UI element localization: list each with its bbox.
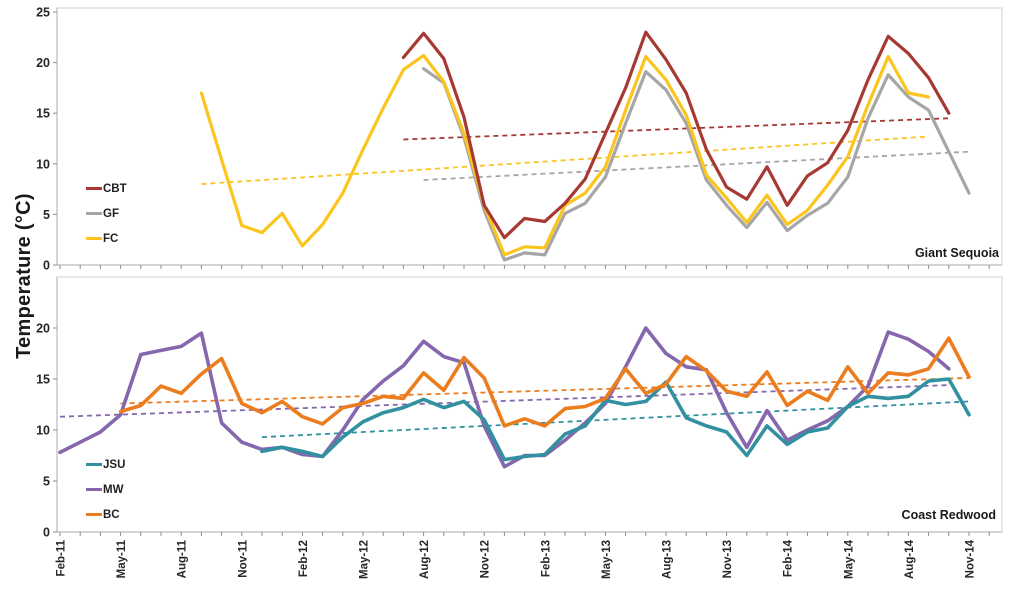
y-tick-label: 0 xyxy=(43,259,50,273)
legend-label-gf: GF xyxy=(103,207,119,220)
jsu-line-swatch xyxy=(86,463,102,466)
trendline-gf xyxy=(423,150,970,181)
x-tick-label: May-13 xyxy=(601,540,613,579)
bc-line-swatch xyxy=(86,513,102,516)
legend-label-cbt: CBT xyxy=(103,182,127,195)
legend-item-gf: GF xyxy=(86,201,127,226)
y-tick-label: 5 xyxy=(43,475,50,489)
legend-label-bc: BC xyxy=(103,508,120,521)
trendline-mw xyxy=(59,384,949,418)
series-line-fc xyxy=(199,53,931,257)
y-axis-title: Temperature (°C) xyxy=(13,193,35,359)
x-tick-label: Aug-13 xyxy=(662,540,674,579)
trendline-fc xyxy=(201,135,929,185)
legend-item-mw: MW xyxy=(86,477,125,502)
x-tick-label: Feb-12 xyxy=(298,540,310,577)
y-tick-label: 10 xyxy=(36,157,50,171)
y-tick-label: 15 xyxy=(36,107,50,121)
x-tick-label: Nov-14 xyxy=(965,539,977,578)
series-line-mw xyxy=(58,326,951,469)
series-line-jsu xyxy=(260,377,971,462)
y-tick-label: 20 xyxy=(36,322,50,336)
panel-border-1 xyxy=(56,276,1003,533)
x-tick-label: Nov-11 xyxy=(237,539,249,577)
x-tick-label: May-11 xyxy=(116,539,128,578)
y-tick-label: 15 xyxy=(36,373,50,387)
trendline-bc xyxy=(120,377,970,405)
x-tick-label: Nov-13 xyxy=(722,540,734,578)
trendline-jsu xyxy=(261,400,970,439)
panel-label-coast-redwood: Coast Redwood xyxy=(901,508,996,522)
legend-giant-sequoia: CBT GF FC xyxy=(86,176,127,251)
legend-label-jsu: JSU xyxy=(103,458,126,471)
x-tick-label: May-14 xyxy=(843,539,855,579)
x-tick-label: Feb-11 xyxy=(56,539,68,576)
legend-item-fc: FC xyxy=(86,226,127,251)
legend-item-cbt: CBT xyxy=(86,176,127,201)
y-tick-label: 25 xyxy=(36,6,50,20)
panel-label-giant-sequoia: Giant Sequoia xyxy=(914,246,999,260)
legend-item-bc: BC xyxy=(86,502,125,527)
x-tick-label: Aug-11 xyxy=(177,539,189,578)
cbt-line-swatch xyxy=(86,187,102,190)
x-tick-label: Aug-12 xyxy=(419,540,431,579)
fc-line-swatch xyxy=(86,237,102,240)
x-tick-label: Feb-13 xyxy=(540,540,552,577)
mw-line-swatch xyxy=(86,488,102,491)
series-line-gf xyxy=(422,67,971,262)
y-tick-label: 10 xyxy=(36,424,50,438)
gf-line-swatch xyxy=(86,212,102,215)
y-tick-label: 0 xyxy=(43,526,50,540)
x-tick-label: Feb-14 xyxy=(783,539,795,577)
trendline-cbt xyxy=(403,117,949,141)
series-line-bc xyxy=(118,336,971,428)
legend-label-mw: MW xyxy=(103,483,124,496)
legend-coast-redwood: JSU MW BC xyxy=(86,452,125,527)
x-tick-label: Aug-14 xyxy=(904,539,916,579)
y-tick-label: 20 xyxy=(36,56,50,70)
legend-label-fc: FC xyxy=(103,232,119,245)
y-tick-label: 5 xyxy=(43,208,50,222)
x-tick-label: May-12 xyxy=(359,540,371,579)
x-tick-label: Nov-12 xyxy=(480,540,492,578)
legend-item-jsu: JSU xyxy=(86,452,125,477)
series-line-cbt xyxy=(401,30,951,240)
